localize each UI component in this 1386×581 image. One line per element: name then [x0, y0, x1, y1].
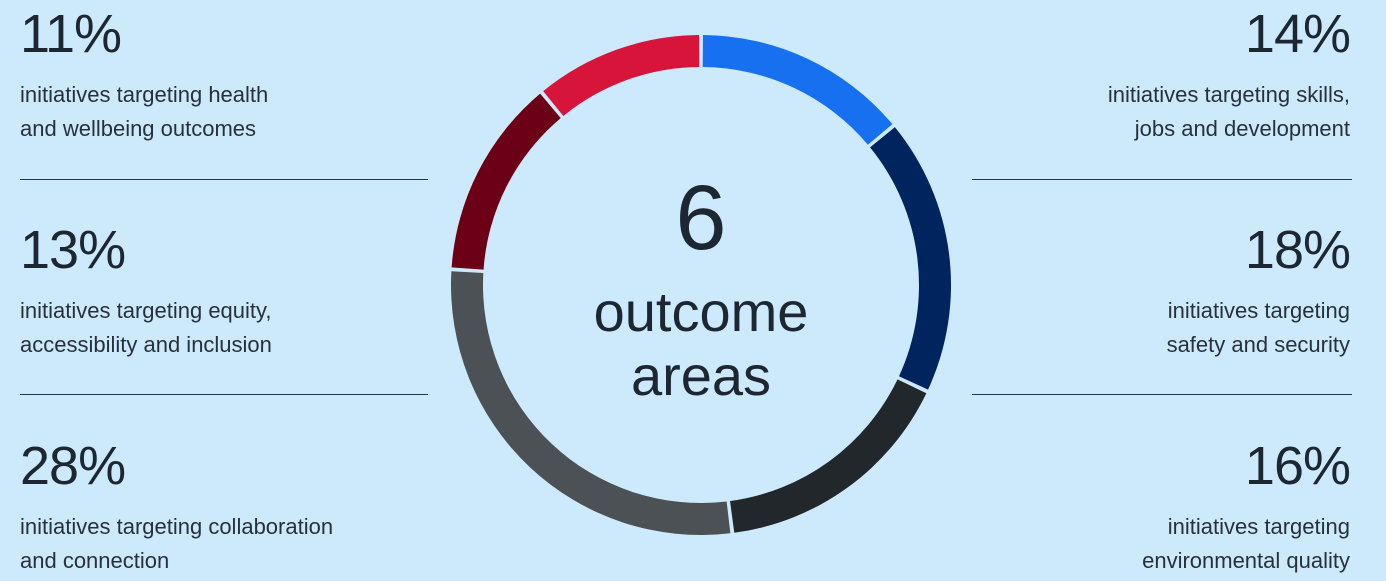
donut-slice	[543, 35, 700, 116]
stat-percentage: 28%	[20, 436, 126, 496]
stat-description-line: safety and security	[1166, 332, 1350, 357]
stat-percentage: 11%	[20, 4, 122, 64]
stat-description-line: initiatives targeting	[1167, 298, 1350, 323]
divider	[20, 179, 428, 180]
stat-percentage: 18%	[1244, 220, 1351, 280]
stat-description-line: jobs and development	[1134, 116, 1350, 141]
stat-safety-security: 18% initiatives targeting safety and sec…	[930, 220, 1351, 362]
stat-description: initiatives targeting health and wellbei…	[20, 78, 440, 146]
stat-equity-inclusion: 13% initiatives targeting equity, access…	[20, 220, 440, 362]
stat-description-line: environmental quality	[1142, 548, 1350, 573]
stat-description-line: initiatives targeting skills,	[1107, 82, 1350, 107]
stat-environmental-quality: 16% initiatives targeting environmental …	[930, 436, 1351, 578]
stat-description-line: initiatives targeting collaboration	[20, 514, 334, 539]
donut-slice	[870, 127, 951, 390]
stat-description-line: and connection	[20, 548, 170, 573]
divider	[972, 394, 1352, 395]
stat-description-line: initiatives targeting equity,	[20, 298, 272, 323]
stat-description: initiatives targeting collaboration and …	[20, 510, 440, 578]
stat-percentage: 13%	[20, 220, 126, 280]
donut-slice	[730, 379, 927, 533]
stat-percentage: 14%	[1244, 4, 1351, 64]
stat-percentage: 16%	[1244, 436, 1351, 496]
donut-chart	[451, 35, 951, 535]
divider	[972, 179, 1352, 180]
center-count: 6	[675, 167, 727, 269]
stat-description-line: accessibility and inclusion	[20, 332, 272, 357]
stat-description-line: and wellbeing outcomes	[20, 116, 257, 141]
stat-description: initiatives targeting environmental qual…	[930, 510, 1350, 578]
stat-description: initiatives targeting equity, accessibil…	[20, 294, 440, 362]
stat-health-wellbeing: 11% initiatives targeting health and wel…	[20, 4, 440, 146]
donut-slice	[702, 35, 893, 145]
stat-description: initiatives targeting skills, jobs and d…	[930, 78, 1350, 146]
center-caption-line: outcome	[593, 280, 809, 343]
stat-description-line: initiatives targeting health	[20, 82, 269, 107]
stat-collaboration-connection: 28% initiatives targeting collaboration …	[20, 436, 440, 578]
stat-description: initiatives targeting safety and securit…	[930, 294, 1350, 362]
center-caption-line: areas	[630, 344, 772, 407]
stat-description-line: initiatives targeting	[1167, 514, 1350, 539]
donut-slice	[451, 271, 731, 535]
stat-skills-jobs: 14% initiatives targeting skills, jobs a…	[930, 4, 1351, 146]
divider	[20, 394, 428, 395]
donut-slice	[451, 93, 561, 270]
